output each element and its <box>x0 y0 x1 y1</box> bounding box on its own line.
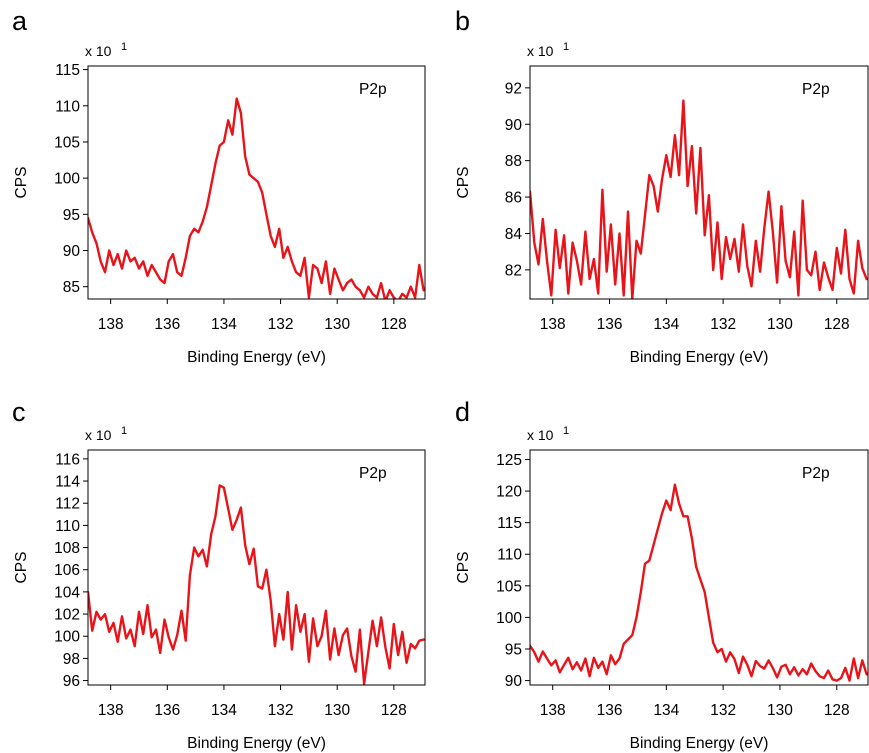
y-tick-label: 114 <box>55 474 80 491</box>
x-tick-label: 136 <box>154 702 180 719</box>
x-tick-label: 132 <box>710 316 736 333</box>
y-multiplier-exponent: 1 <box>121 425 127 437</box>
y-tick-label: 110 <box>497 547 522 564</box>
spectrum-line <box>530 99 868 299</box>
plot-frame <box>87 449 426 686</box>
y-tick-label: 108 <box>54 540 80 557</box>
y-tick-label: 116 <box>55 451 80 468</box>
panel-letter: a <box>12 6 28 36</box>
y-tick-label: 115 <box>55 62 80 79</box>
x-tick-label: 130 <box>324 316 350 333</box>
x-tick-label: 132 <box>268 702 294 719</box>
x-tick-label: 130 <box>767 316 793 333</box>
x-tick-label: 134 <box>211 702 237 719</box>
y-tick-label: 100 <box>54 629 80 646</box>
spectrum-line <box>88 484 425 685</box>
x-tick-label: 134 <box>211 316 237 333</box>
y-tick-label: 104 <box>54 584 80 601</box>
y-tick-label: 82 <box>505 262 522 279</box>
x-tick-label: 134 <box>653 316 679 333</box>
x-tick-label: 138 <box>540 702 566 719</box>
x-tick-label: 128 <box>824 702 850 719</box>
y-multiplier: x 10 <box>85 43 112 59</box>
x-tick-label: 130 <box>324 702 350 719</box>
y-tick-label: 102 <box>54 607 80 624</box>
x-tick-label: 134 <box>653 702 679 719</box>
y-axis-title: CPS <box>455 552 472 584</box>
peak-annotation: P2p <box>802 81 830 98</box>
y-axis-title: CPS <box>13 552 30 584</box>
x-tick-label: 132 <box>710 702 736 719</box>
x-axis-title: Binding Energy (eV) <box>630 735 769 752</box>
y-tick-label: 112 <box>55 496 80 513</box>
plot-frame <box>529 449 869 686</box>
x-tick-label: 128 <box>381 316 407 333</box>
x-tick-label: 138 <box>98 316 124 333</box>
y-tick-label: 86 <box>505 190 522 207</box>
x-tick-label: 128 <box>381 702 407 719</box>
y-multiplier: x 10 <box>527 427 554 443</box>
y-tick-label: 90 <box>505 673 523 690</box>
panel-letter: c <box>12 397 26 427</box>
peak-annotation: P2p <box>359 465 387 482</box>
y-tick-label: 120 <box>496 484 522 501</box>
panel-a: a 138 136 134 132 130 128 85 90 95 100 105 110 115 x 1… <box>12 6 426 366</box>
y-multiplier-exponent: 1 <box>563 425 569 437</box>
x-tick-label: 132 <box>268 316 294 333</box>
x-tick-label: 136 <box>597 316 623 333</box>
plot-frame <box>529 65 869 300</box>
spectrum-line <box>88 97 425 299</box>
y-tick-label: 92 <box>505 80 522 97</box>
y-tick-label: 125 <box>496 452 522 469</box>
x-tick-label: 128 <box>824 316 850 333</box>
y-multiplier-exponent: 1 <box>121 41 127 53</box>
panel-letter: d <box>455 397 470 427</box>
panel-d: d 138 136 134 132 130 128 90 95 100 105 110 115 120 12… <box>455 397 869 752</box>
y-tick-label: 96 <box>63 673 80 690</box>
y-tick-label: 95 <box>63 207 80 224</box>
peak-annotation: P2p <box>359 81 387 98</box>
x-tick-label: 130 <box>767 702 793 719</box>
y-tick-label: 90 <box>63 243 81 260</box>
x-axis-title: Binding Energy (eV) <box>630 349 769 366</box>
y-tick-label: 106 <box>54 562 80 579</box>
y-tick-label: 105 <box>496 578 522 595</box>
spectrum-line <box>530 483 868 682</box>
panel-b: b 138 136 134 132 130 128 82 84 86 88 90 92 x 10 1 P2p B… <box>455 6 869 366</box>
x-tick-label: 136 <box>154 316 180 333</box>
y-tick-label: 84 <box>505 226 523 243</box>
y-multiplier-exponent: 1 <box>563 41 569 53</box>
y-tick-label: 110 <box>55 518 80 535</box>
y-tick-label: 100 <box>496 610 522 627</box>
peak-annotation: P2p <box>802 465 830 482</box>
y-tick-label: 115 <box>497 515 522 532</box>
x-axis-title: Binding Energy (eV) <box>187 735 326 752</box>
y-multiplier: x 10 <box>527 43 554 59</box>
y-axis-title: CPS <box>13 167 30 199</box>
y-multiplier: x 10 <box>85 427 112 443</box>
y-tick-label: 88 <box>505 153 522 170</box>
y-tick-label: 95 <box>505 641 522 658</box>
x-axis-title: Binding Energy (eV) <box>187 349 326 366</box>
y-tick-label: 100 <box>54 171 80 188</box>
y-axis-title: CPS <box>455 167 472 199</box>
panel-letter: b <box>455 6 470 36</box>
x-tick-label: 138 <box>540 316 566 333</box>
y-tick-label: 98 <box>63 651 80 668</box>
y-tick-label: 105 <box>54 134 80 151</box>
y-tick-label: 110 <box>55 98 80 115</box>
plot-frame <box>87 65 426 300</box>
y-tick-label: 85 <box>63 279 80 296</box>
y-tick-label: 90 <box>505 117 523 134</box>
x-tick-label: 138 <box>98 702 124 719</box>
x-tick-label: 136 <box>597 702 623 719</box>
